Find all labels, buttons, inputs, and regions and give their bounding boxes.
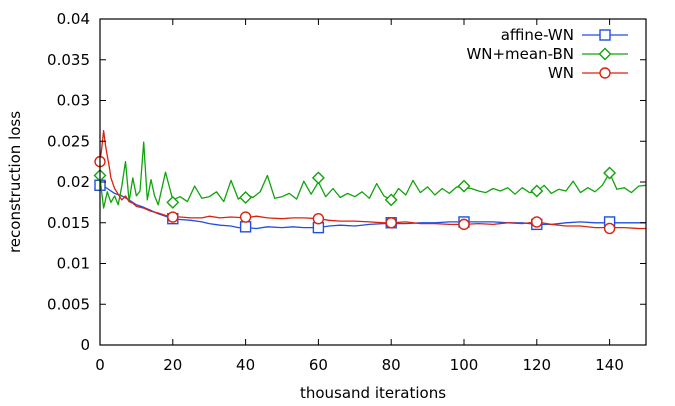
- data-point-affine-wn: [239, 221, 252, 233]
- y-tick-label: 0.03: [57, 92, 90, 110]
- y-tick-label: 0.025: [47, 132, 90, 150]
- y-tick-label: 0: [80, 336, 90, 354]
- x-tick-label: 60: [309, 356, 328, 374]
- series-line-wn: [99, 130, 646, 230]
- data-point-wn-mean-bn: [384, 193, 398, 207]
- data-point-wn: [458, 218, 470, 231]
- x-tick-label: 20: [163, 356, 182, 374]
- x-tick-label: 120: [522, 356, 551, 374]
- data-point-wn-mean-bn: [603, 166, 617, 180]
- legend-item-wn: WN: [548, 64, 628, 82]
- data-point-wn: [385, 217, 397, 229]
- series-wn-mean-bn: [93, 141, 647, 209]
- series-layer: [93, 130, 647, 235]
- y-tick-label: 0.035: [47, 51, 90, 69]
- data-point-wn-mean-bn: [530, 184, 544, 198]
- data-point-wn-mean-bn: [239, 190, 253, 204]
- x-tick-label: 100: [450, 356, 479, 374]
- x-tick-label: 140: [595, 356, 624, 374]
- legend-item-affine-wn: affine-WN: [501, 26, 628, 44]
- x-tick-label: 40: [236, 356, 255, 374]
- data-point-wn: [239, 211, 252, 223]
- data-point-wn: [531, 216, 543, 228]
- data-point-wn: [603, 222, 616, 235]
- legend-item-wn-mean-bn: WN+mean-BN: [466, 45, 628, 63]
- y-tick-label: 0.04: [57, 10, 90, 28]
- x-axis-label: thousand iterations: [300, 384, 446, 402]
- data-point-wn: [312, 212, 325, 225]
- legend-marker-diamond: [598, 47, 612, 61]
- legend-marker-square: [599, 29, 611, 41]
- y-tick-label: 0.01: [57, 255, 90, 273]
- x-tick-label: 80: [382, 356, 401, 374]
- y-axis: 0 0.005 0.01 0.015 0.02 0.025 0.03 0.035 0.04: [47, 10, 646, 354]
- data-point-wn-mean-bn: [311, 171, 325, 185]
- legend-marker-circle: [599, 67, 611, 79]
- x-tick-label: 0: [95, 356, 105, 374]
- y-tick-label: 0.005: [47, 295, 90, 313]
- legend-label: WN+mean-BN: [466, 45, 574, 63]
- legend-label: WN: [548, 64, 574, 82]
- data-point-wn: [167, 211, 179, 223]
- series-line-wn-mean-bn: [99, 141, 647, 209]
- series-wn: [94, 130, 646, 235]
- y-tick-label: 0.015: [47, 214, 90, 232]
- x-axis: 0 20 40 60 80 100 120 140: [95, 19, 624, 374]
- data-point-wn-mean-bn: [457, 179, 471, 193]
- series-affine-wn: [94, 179, 646, 234]
- data-point-wn-mean-bn: [166, 195, 180, 209]
- legend-label: affine-WN: [501, 26, 574, 44]
- y-axis-label: reconstruction loss: [6, 111, 24, 253]
- y-tick-label: 0.02: [57, 173, 90, 191]
